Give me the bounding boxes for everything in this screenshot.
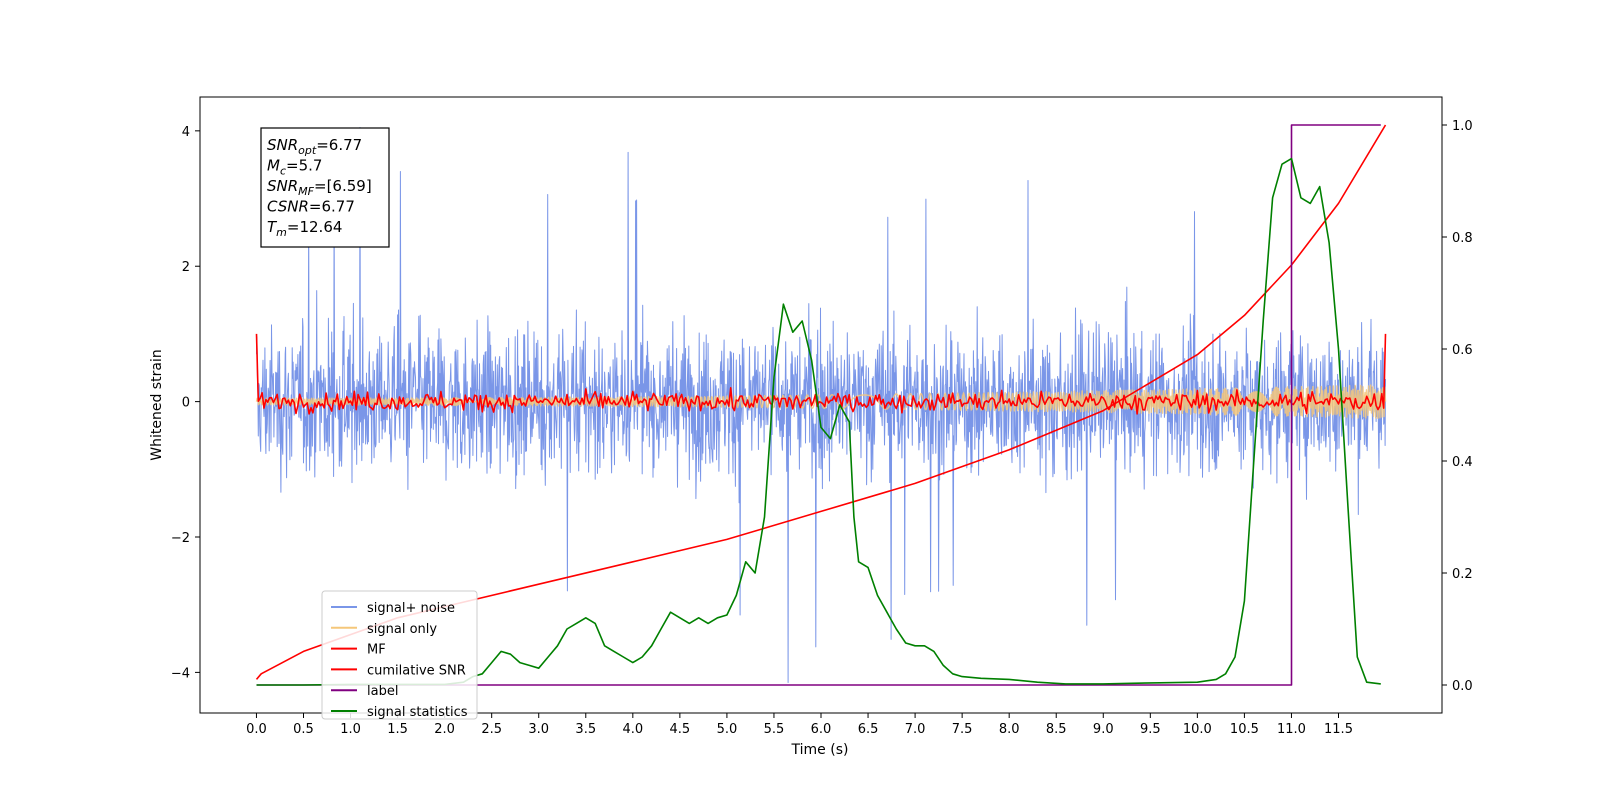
x-tick-label: 7.0 <box>905 722 926 737</box>
x-tick-label: 5.0 <box>717 722 738 737</box>
x-tick-label: 11.0 <box>1277 722 1306 737</box>
x-tick-label: 9.0 <box>1093 722 1114 737</box>
y-right-tick-label: 0.2 <box>1452 567 1473 582</box>
x-tick-label: 6.5 <box>858 722 879 737</box>
x-tick-label: 10.5 <box>1230 722 1259 737</box>
annotation-line: SNRopt=6.77 <box>267 136 362 157</box>
x-tick-label: 7.5 <box>952 722 973 737</box>
y-axis-right: 0.0 0.2 0.4 0.6 0.8 1.0 <box>1442 119 1473 694</box>
series-mf <box>255 333 1387 415</box>
x-tick-label: 4.0 <box>622 722 643 737</box>
y-left-tick-label: 4 <box>182 125 190 140</box>
x-tick-label: 0.0 <box>246 722 267 737</box>
series-label <box>256 124 1381 686</box>
annotation-line: Tm=12.64 <box>267 218 342 239</box>
x-tick-label: 3.5 <box>575 722 596 737</box>
x-tick-label: 10.0 <box>1183 722 1212 737</box>
legend-label: signal statistics <box>367 705 468 720</box>
y-right-tick-label: 0.6 <box>1452 343 1473 358</box>
y-axis-left: −4 −2 0 2 4 <box>171 125 200 681</box>
x-tick-label: 4.5 <box>670 722 691 737</box>
x-axis-label: Time (s) <box>791 742 849 758</box>
x-tick-label: 1.0 <box>340 722 361 737</box>
x-tick-label: 6.0 <box>811 722 832 737</box>
legend-items: signal+ noise signal only MF cumilative SNR… <box>331 601 468 720</box>
y-left-tick-label: −4 <box>171 666 190 681</box>
annotation-box-frame <box>260 127 390 248</box>
x-tick-label: 8.0 <box>999 722 1020 737</box>
legend-label: MF <box>367 643 386 658</box>
x-tick-label: 11.5 <box>1324 722 1353 737</box>
legend-label: label <box>367 684 398 699</box>
x-tick-label: 5.5 <box>764 722 785 737</box>
x-tick-label: 3.0 <box>528 722 549 737</box>
x-tick-label: 2.5 <box>481 722 502 737</box>
x-tick-label: 0.5 <box>293 722 314 737</box>
y-right-tick-label: 0.4 <box>1452 455 1473 470</box>
annotation-line: SNRMF=[6.59] <box>267 177 372 198</box>
y-axis-label-left: Whitened strain <box>149 349 165 460</box>
x-tick-label: 8.5 <box>1046 722 1067 737</box>
x-tick-label: 1.5 <box>387 722 408 737</box>
legend-label: signal+ noise <box>367 601 455 616</box>
y-left-tick-label: −2 <box>171 531 190 546</box>
x-tick-label: 2.0 <box>434 722 455 737</box>
annotation-line: Mc=5.7 <box>267 157 322 178</box>
y-right-tick-label: 0.8 <box>1452 231 1473 246</box>
series-signal-statistics <box>256 157 1381 686</box>
legend-frame <box>321 590 478 720</box>
legend-label: signal only <box>367 622 437 637</box>
y-left-tick-label: 2 <box>182 260 190 275</box>
legend: signal+ noise signal only MF cumilative SNR… <box>321 590 478 720</box>
legend-label: cumilative SNR <box>367 663 466 678</box>
y-right-tick-label: 0.0 <box>1452 679 1473 694</box>
x-axis: 0.0 0.5 1.0 1.5 2.0 2.5 3.0 3.5 4.0 4.5 5.0 5.5 6.0 6… <box>246 713 1353 737</box>
annotation-line: CSNR=6.77 <box>267 198 355 216</box>
y-left-tick-label: 0 <box>182 396 190 411</box>
y-right-tick-label: 1.0 <box>1452 119 1473 134</box>
x-tick-label: 9.5 <box>1140 722 1161 737</box>
